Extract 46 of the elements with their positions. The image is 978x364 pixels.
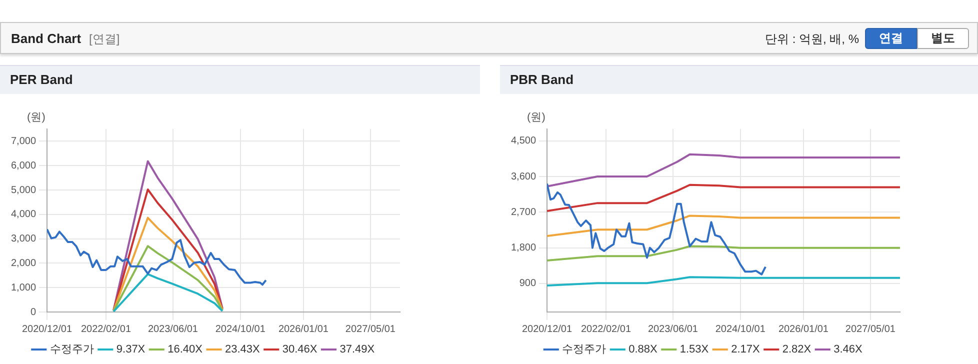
y-tick-label: 6,000 [10, 160, 36, 172]
legend-label: 23.43X [225, 344, 261, 356]
y-tick-label: 4,500 [510, 136, 536, 147]
y-tick-label: 4,000 [10, 209, 36, 220]
y-tick-label: 1,800 [510, 242, 536, 254]
legend-label: 37.49X [340, 344, 376, 356]
legend-label: 수정주가 [50, 344, 94, 356]
text: 단위 : 억원, 배, % [764, 31, 859, 48]
y-tick-label: 2,700 [510, 206, 536, 218]
y-tick-label: 3,600 [510, 171, 536, 182]
x-tick-label: 2023/06/01 [148, 324, 198, 335]
x-tick-label: 2026/01/01 [778, 324, 829, 335]
x-tick-label: 2026/01/01 [278, 324, 329, 335]
y-axis-title: (원) [27, 112, 46, 124]
legend-label: 16.40X [168, 344, 204, 356]
legend-label: 1.53X [680, 344, 710, 356]
legend-label: 0.88X [628, 344, 658, 356]
y-tick-label: 7,000 [10, 136, 36, 147]
text: 별도 [917, 28, 969, 49]
x-tick-label: 2020/12/01 [522, 324, 572, 335]
legend-label: 수정주가 [562, 344, 606, 356]
y-tick-label: 2,000 [10, 258, 36, 269]
y-tick-label: 3,000 [10, 234, 36, 245]
chart-title: PER Band [0, 65, 480, 94]
x-tick-label: 2022/02/01 [580, 324, 632, 335]
legend-label: 2.17X [731, 344, 761, 356]
x-tick-label: 2024/10/01 [715, 324, 766, 335]
x-tick-label: 2020/12/01 [22, 324, 72, 335]
y-axis-title: (원) [527, 112, 546, 124]
legend-label: 30.46X [282, 344, 318, 356]
x-tick-label: 2024/10/01 [215, 324, 266, 335]
x-tick-label: 2027/05/01 [845, 324, 896, 335]
x-tick-label: 2027/05/01 [345, 324, 396, 335]
x-tick-label: 2022/02/01 [80, 324, 132, 335]
y-tick-label: 5,000 [10, 184, 36, 196]
legend-label: 3.46X [834, 344, 864, 356]
y-tick-label: 0 [30, 306, 36, 318]
x-tick-label: 2023/06/01 [648, 324, 698, 335]
text: 연결 [865, 28, 917, 49]
legend-label: 9.37X [116, 344, 146, 356]
text: [연결] [89, 31, 120, 48]
y-tick-label: 1,000 [10, 282, 36, 294]
text: Band Chart [11, 31, 82, 46]
chart-title: PBR Band [500, 65, 978, 94]
legend-label: 2.82X [782, 344, 812, 356]
y-tick-label: 900 [519, 278, 536, 290]
